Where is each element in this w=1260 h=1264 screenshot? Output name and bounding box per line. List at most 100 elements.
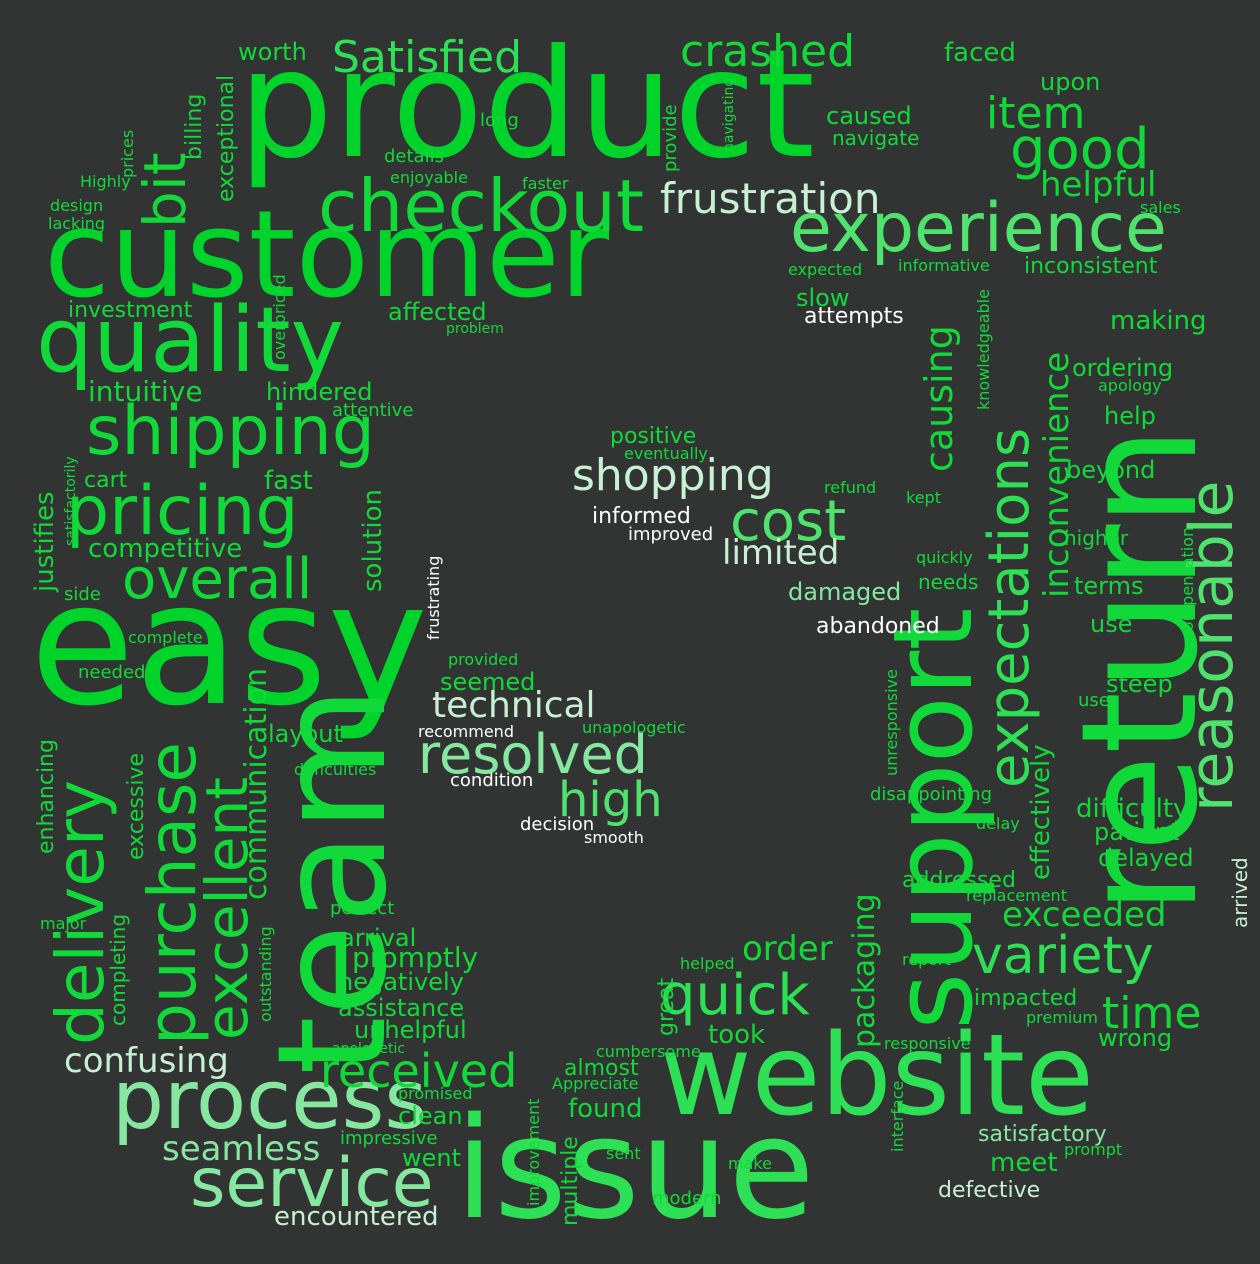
word-promptly: promptly [352, 941, 479, 974]
word-appreciate: Appreciate [552, 1074, 639, 1093]
word-attentive: attentive [332, 400, 414, 421]
word-kept: kept [906, 488, 941, 507]
word-recommend: recommend [418, 722, 514, 741]
word-great: great [654, 977, 679, 1036]
word-making: making [1110, 306, 1207, 336]
word-disappointing: disappointing [870, 784, 993, 805]
word-delayed: delayed [1098, 844, 1194, 872]
word-modern: modern [652, 1188, 722, 1209]
word-seamless: seamless [162, 1129, 321, 1169]
word-premium: premium [1026, 1008, 1098, 1027]
word-prices: prices [118, 129, 137, 178]
word-improved: improved [628, 524, 714, 545]
word-overpriced: overpriced [270, 274, 289, 360]
word-time: time [1102, 988, 1202, 1039]
word-helpful: helpful [1040, 165, 1157, 205]
word-competitive: competitive [88, 534, 243, 564]
word-layout: layout [268, 720, 343, 748]
word-difficulty: difficulty [1076, 794, 1189, 824]
word-patient: patient [1094, 818, 1180, 846]
word-arrived: arrived [1228, 857, 1252, 928]
word-higher: higher [1064, 526, 1129, 550]
word-variety: variety [972, 926, 1154, 986]
word-smooth: smooth [584, 828, 644, 847]
word-almost: almost [564, 1056, 639, 1081]
word-complete: complete [128, 628, 203, 647]
word-design: design [50, 196, 104, 215]
word-process: process [112, 1053, 428, 1148]
word-enjoyable: enjoyable [390, 168, 468, 187]
word-effectively: effectively [1026, 744, 1056, 880]
word-addressed: addressed [902, 868, 1016, 893]
word-informative: informative [898, 256, 990, 275]
word-assistance: assistance [338, 994, 465, 1022]
word-make: make [728, 1154, 772, 1173]
word-received: received [320, 1044, 518, 1098]
word-limited: limited [722, 533, 840, 573]
word-upon: upon [1040, 68, 1101, 96]
word-caused: caused [826, 102, 912, 130]
word-issue: issue [455, 1088, 815, 1251]
word-cost: cost [730, 489, 847, 554]
word-fast: fast [264, 466, 313, 496]
word-promised: promised [398, 1084, 473, 1103]
word-frustrating: frustrating [424, 555, 443, 640]
word-resolved: resolved [418, 723, 648, 786]
word-cumbersome: cumbersome [596, 1042, 701, 1061]
word-delay: delay [976, 814, 1020, 833]
word-satisfactorily: satisfactorily [63, 456, 79, 546]
word-item: item [986, 88, 1086, 139]
word-provided: provided [448, 650, 519, 669]
word-website: website [660, 1011, 1094, 1141]
word-service: service [190, 1144, 434, 1223]
word-multiple: multiple [558, 1136, 583, 1226]
word-expectations: expectations [977, 427, 1042, 788]
word-eventually: eventually [624, 444, 708, 463]
word-bit: bit [131, 152, 199, 228]
word-use: use [1090, 610, 1133, 638]
word-terms: terms [1074, 572, 1144, 600]
word-crashed: crashed [680, 26, 856, 77]
word-highly: Highly [80, 172, 131, 191]
word-attempts: attempts [804, 304, 904, 329]
word-sales: sales [1140, 198, 1181, 217]
word-help: help [1104, 402, 1156, 430]
word-faster: faster [522, 174, 569, 193]
word-problem: problem [446, 321, 504, 337]
word-impressive: impressive [340, 1128, 438, 1149]
word-frustration: frustration [660, 174, 881, 223]
word-beyond: beyond [1066, 456, 1156, 484]
word-technical: technical [432, 685, 596, 726]
word-product: product [238, 18, 815, 192]
word-took: took [708, 1020, 766, 1050]
word-expected: expected [788, 260, 863, 279]
word-confusing: confusing [64, 1041, 229, 1081]
word-cart: cart [84, 468, 128, 493]
word-shipping: shipping [86, 392, 375, 471]
word-affected: affected [388, 298, 487, 326]
word-provide: provide [660, 104, 681, 172]
word-meet: meet [990, 1148, 1058, 1178]
word-overall: overall [122, 547, 313, 612]
word-report: report [902, 950, 951, 969]
word-major: major [40, 914, 87, 933]
word-order: order [742, 929, 833, 969]
word-helped: helped [680, 954, 735, 973]
word-responsive: responsive [884, 1034, 971, 1053]
word-intuitive: intuitive [88, 375, 203, 408]
word-unapologetic: unapologetic [582, 718, 686, 737]
word-knowledgeable: knowledgeable [974, 289, 993, 410]
word-lacking: lacking [48, 214, 106, 233]
word-sent: sent [606, 1144, 641, 1163]
word-exceeded: exceeded [1002, 895, 1167, 935]
word-abandoned: abandoned [816, 614, 940, 639]
word-clean: clean [398, 1102, 463, 1130]
word-perfect: perfect [330, 898, 395, 919]
word-apologetic: apologetic [332, 1041, 406, 1057]
word-apology: apology [1098, 376, 1162, 395]
word-interface: interface [888, 1080, 907, 1152]
word-ordering: ordering [1072, 354, 1174, 382]
word-refund: refund [824, 478, 877, 497]
word-investment: investment [68, 298, 193, 323]
